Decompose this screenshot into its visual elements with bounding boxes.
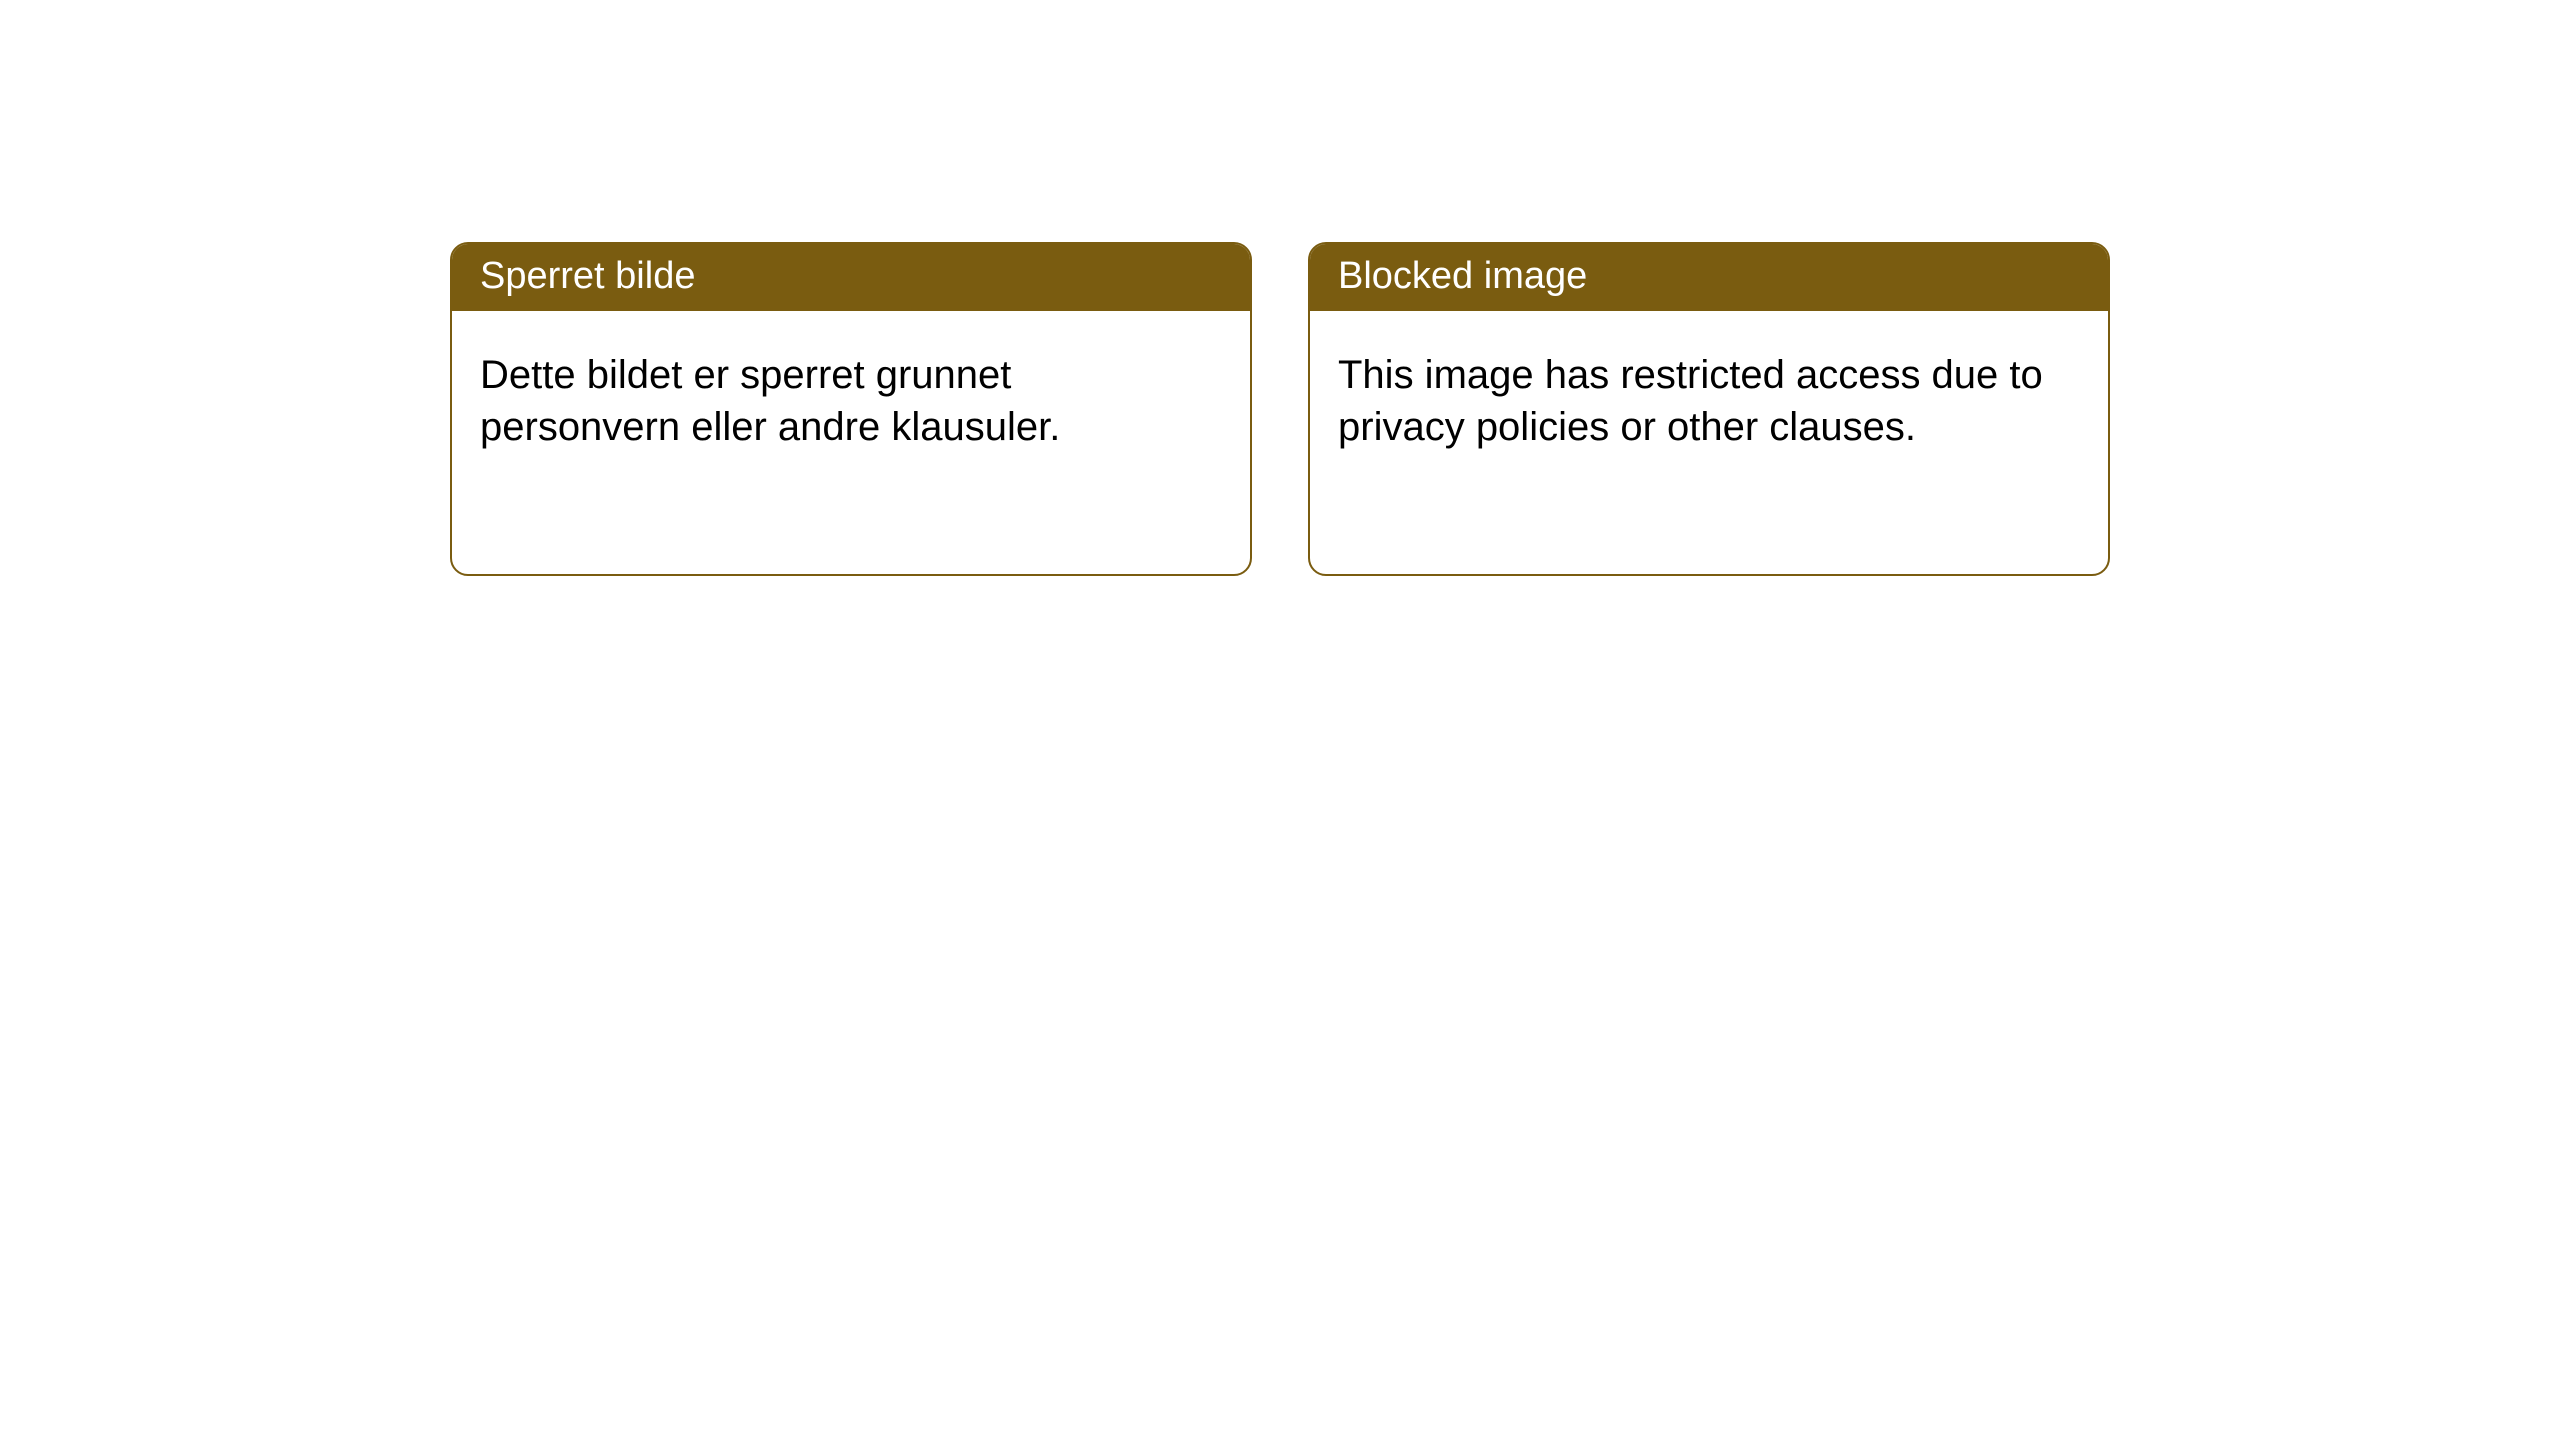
notice-body-text: This image has restricted access due to … [1310,311,2108,481]
notice-card-english: Blocked image This image has restricted … [1308,242,2110,576]
notice-title: Blocked image [1310,244,2108,311]
notice-container: Sperret bilde Dette bildet er sperret gr… [0,0,2560,576]
notice-title: Sperret bilde [452,244,1250,311]
notice-body-text: Dette bildet er sperret grunnet personve… [452,311,1250,481]
notice-card-norwegian: Sperret bilde Dette bildet er sperret gr… [450,242,1252,576]
